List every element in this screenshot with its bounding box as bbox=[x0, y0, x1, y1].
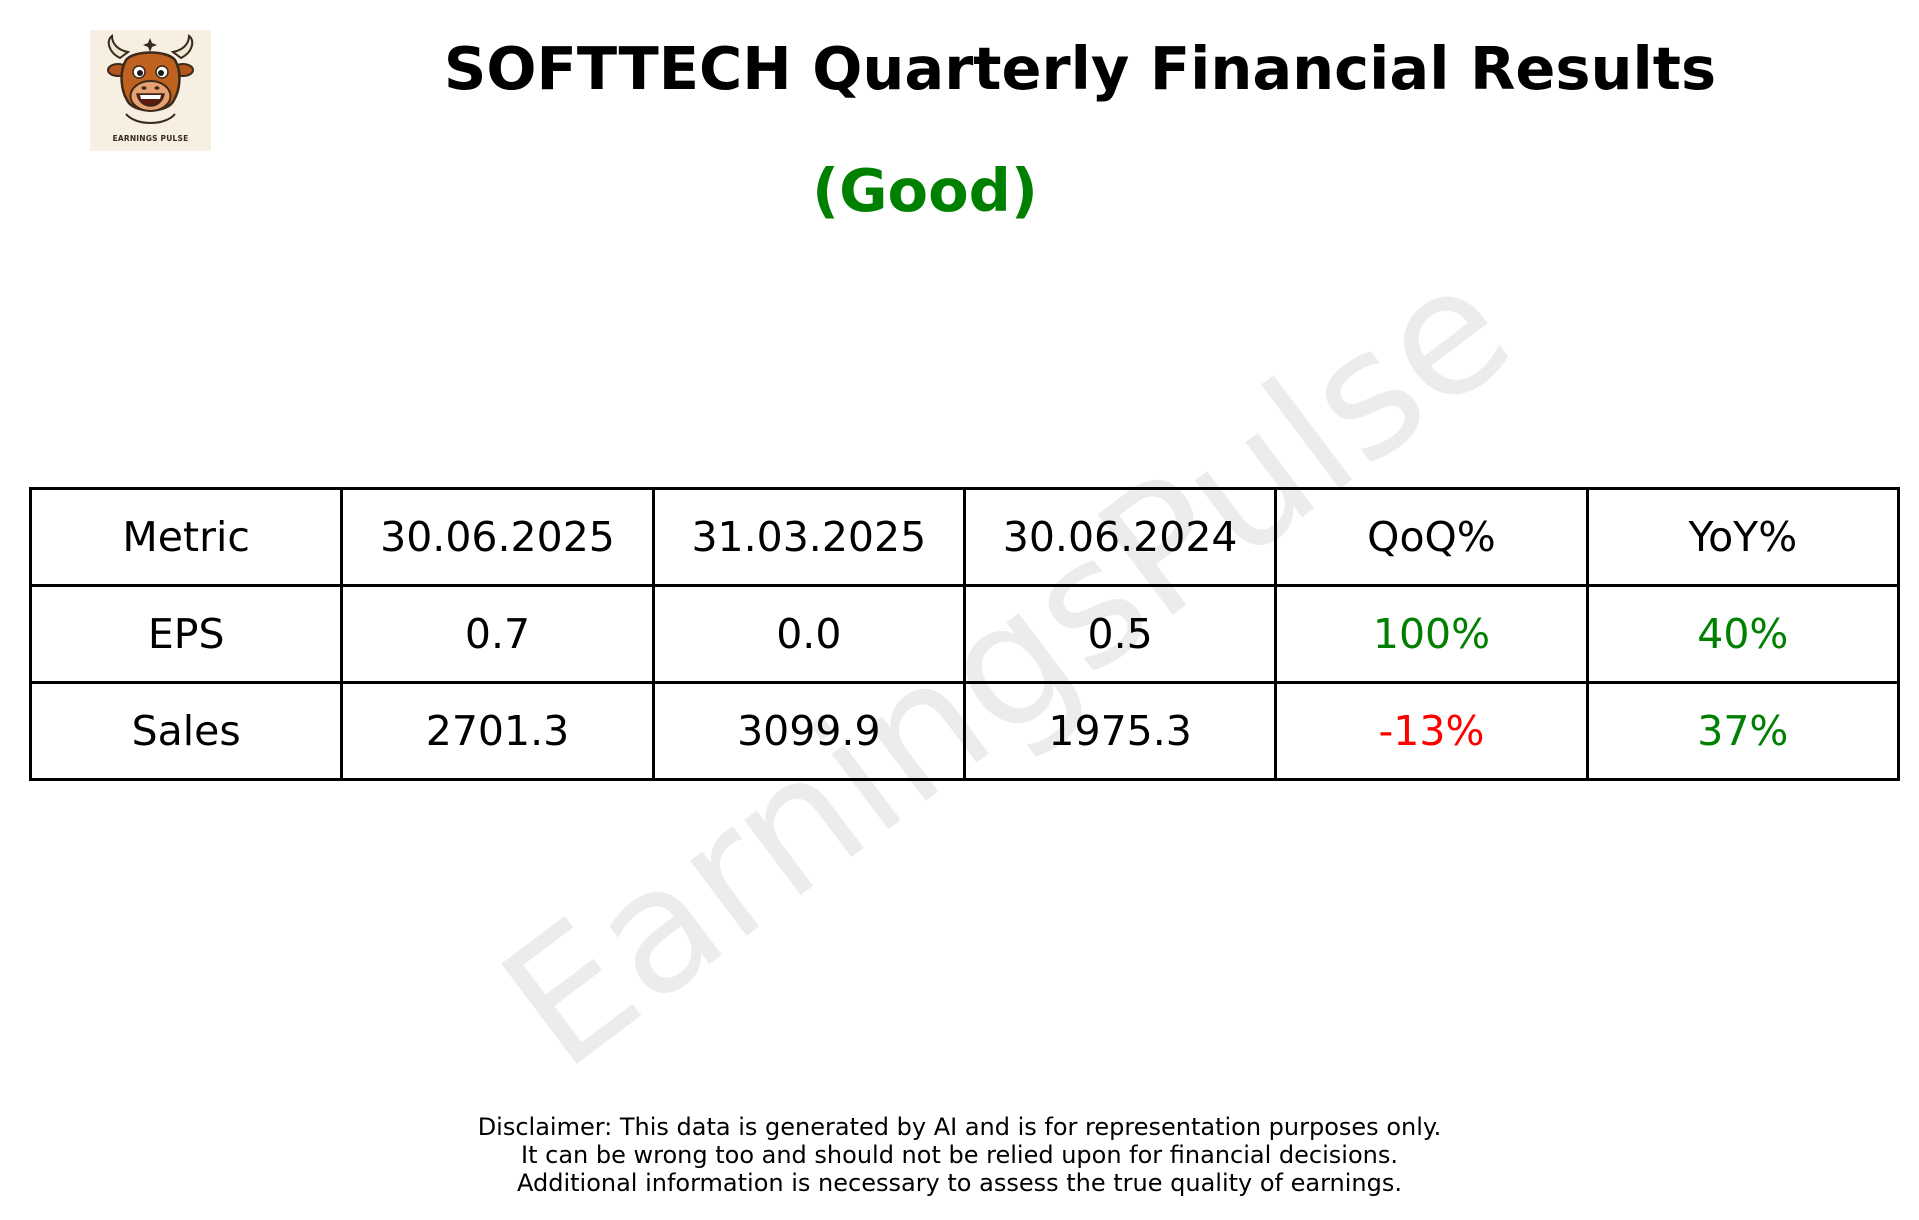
value-cell: 0.5 bbox=[962, 584, 1278, 684]
disclaimer: Disclaimer: This data is generated by AI… bbox=[0, 1113, 1919, 1197]
results-table: Metric 30.06.2025 31.03.2025 30.06.2024 … bbox=[28, 487, 1901, 781]
value-cell: 2701.3 bbox=[340, 681, 655, 781]
yoy-cell: 37% bbox=[1585, 681, 1901, 781]
value-cell: 0.0 bbox=[651, 584, 966, 684]
qoq-cell: -13% bbox=[1274, 681, 1589, 781]
table-row: EPS 0.7 0.0 0.5 100% 40% bbox=[28, 584, 1901, 684]
value-cell: 0.7 bbox=[340, 584, 655, 684]
metric-cell: EPS bbox=[28, 584, 344, 684]
metric-cell: Sales bbox=[28, 681, 344, 781]
header-cell: 30.06.2024 bbox=[962, 487, 1278, 587]
header-cell: 31.03.2025 bbox=[651, 487, 966, 587]
qoq-cell: 100% bbox=[1274, 584, 1589, 684]
header-cell: Metric bbox=[28, 487, 344, 587]
header-cell: YoY% bbox=[1585, 487, 1901, 587]
yoy-cell: 40% bbox=[1585, 584, 1901, 684]
logo-text: EARNINGS PULSE bbox=[112, 134, 189, 143]
header-cell: 30.06.2025 bbox=[340, 487, 655, 587]
value-cell: 3099.9 bbox=[651, 681, 966, 781]
table-row: Sales 2701.3 3099.9 1975.3 -13% 37% bbox=[28, 681, 1901, 781]
table-header-row: Metric 30.06.2025 31.03.2025 30.06.2024 … bbox=[28, 487, 1901, 587]
disclaimer-line: Additional information is necessary to a… bbox=[516, 1169, 1402, 1197]
page-title: SOFTTECH Quarterly Financial Results bbox=[443, 34, 1717, 103]
bull-head-icon bbox=[107, 34, 194, 124]
earnings-pulse-logo: EARNINGS PULSE bbox=[90, 30, 211, 151]
header-cell: QoQ% bbox=[1274, 487, 1589, 587]
value-cell: 1975.3 bbox=[962, 681, 1278, 781]
disclaimer-line: Disclaimer: This data is generated by AI… bbox=[477, 1113, 1442, 1141]
rating-label: (Good) bbox=[812, 156, 1038, 225]
disclaimer-line: It can be wrong too and should not be re… bbox=[521, 1141, 1398, 1169]
